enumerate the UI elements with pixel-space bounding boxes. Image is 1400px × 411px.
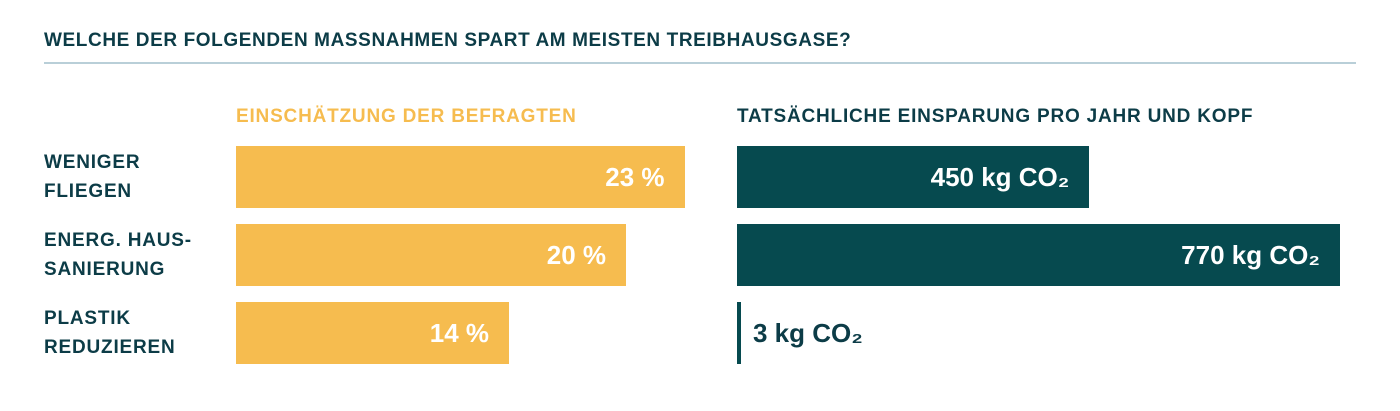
category-label: ENERG. HAUS-SANIERUNG (44, 230, 192, 280)
title: WELCHE DER FOLGENDEN MASSNAHMEN SPART AM… (44, 30, 852, 51)
value-label: 14 % (429, 318, 489, 348)
value-label: 20 % (546, 240, 606, 270)
bar (737, 146, 1090, 208)
category-label: PLASTIK REDUZIEREN (44, 308, 176, 358)
bar (236, 146, 685, 208)
bar (236, 224, 626, 286)
category-label: WENIGER FLIEGEN (44, 152, 141, 202)
value-label: 23 % (605, 162, 665, 192)
panel-subtitle: TATSÄCHLICHE EINSPARUNG PRO JAHR UND KOP… (737, 106, 1254, 127)
value-label: 450 kg CO₂ (930, 162, 1070, 192)
bar (236, 302, 509, 364)
bar (737, 302, 741, 364)
value-label: 3 kg CO₂ (753, 318, 863, 348)
panel-subtitle: EINSCHÄTZUNG DER BEFRAGTEN (236, 106, 577, 127)
value-label: 770 kg CO₂ (1181, 240, 1320, 270)
divider (44, 62, 1356, 64)
bar (737, 224, 1340, 286)
